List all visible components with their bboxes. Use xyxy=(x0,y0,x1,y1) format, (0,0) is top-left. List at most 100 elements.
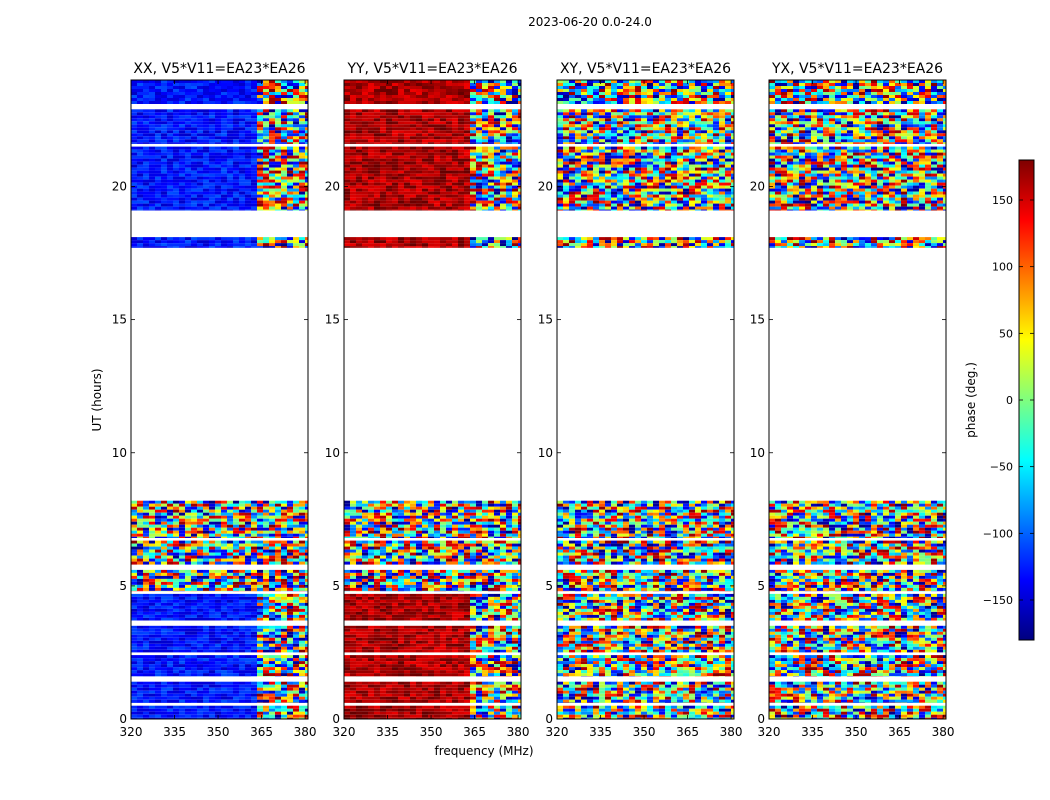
x-tick-label: 335 xyxy=(376,725,399,739)
data-block xyxy=(557,625,734,653)
panel-2: YY, V5*V11=EA23*EA26 320 335 350 365 380 0 5 10 1… xyxy=(325,61,530,739)
colorbar-tick-label: −100 xyxy=(983,527,1013,540)
data-block xyxy=(769,237,946,248)
x-tick-label: 320 xyxy=(333,725,356,739)
data-block xyxy=(557,655,734,677)
data-block xyxy=(131,80,308,104)
x-tick-label: 380 xyxy=(294,725,317,739)
data-block xyxy=(769,655,946,677)
y-tick-label: 20 xyxy=(112,180,127,194)
x-tick-label: 350 xyxy=(207,725,230,739)
y-tick-label: 15 xyxy=(750,313,765,327)
data-block xyxy=(131,705,308,719)
x-tick-label: 320 xyxy=(758,725,781,739)
data-block xyxy=(344,109,521,144)
data-block xyxy=(769,146,946,211)
data-block xyxy=(557,540,734,565)
x-tick-label: 350 xyxy=(845,725,868,739)
y-tick-label: 15 xyxy=(325,313,340,327)
panel-title: XX, V5*V11=EA23*EA26 xyxy=(133,61,305,77)
data-block xyxy=(557,80,734,104)
y-axis-label: UT (hours) xyxy=(90,368,104,431)
phase-image xyxy=(769,80,946,719)
data-block xyxy=(769,705,946,719)
data-block xyxy=(769,109,946,144)
panel-4: YX, V5*V11=EA23*EA26 320 335 350 365 380 0 5 10 1… xyxy=(750,61,955,739)
data-block xyxy=(557,146,734,211)
phase-image xyxy=(557,80,734,719)
plot-frame xyxy=(343,79,522,720)
plot-frame xyxy=(130,79,309,720)
data-block xyxy=(344,146,521,211)
data-block xyxy=(557,109,734,144)
data-block xyxy=(344,569,521,592)
panel-title: YX, V5*V11=EA23*EA26 xyxy=(771,61,943,77)
x-tick-label: 320 xyxy=(120,725,143,739)
y-tick-label: 10 xyxy=(112,446,127,460)
data-block xyxy=(131,540,308,565)
data-block xyxy=(131,593,308,621)
colorbar-tick-label: 100 xyxy=(992,261,1013,274)
y-tick-label: 0 xyxy=(757,712,765,726)
data-block xyxy=(344,625,521,653)
x-tick-label: 350 xyxy=(633,725,656,739)
data-block xyxy=(557,500,734,538)
data-block xyxy=(769,593,946,621)
data-block xyxy=(344,540,521,565)
colorbar-tick-label: 150 xyxy=(992,194,1013,207)
data-block xyxy=(557,569,734,592)
x-tick-label: 335 xyxy=(801,725,824,739)
phase-image xyxy=(344,80,521,719)
y-tick-label: 5 xyxy=(332,579,340,593)
panels-group: XX, V5*V11=EA23*EA26 320 335 350 365 380 0 5 10 1… xyxy=(112,61,955,739)
phase-image xyxy=(131,80,308,719)
data-block xyxy=(557,681,734,703)
panel-1: XX, V5*V11=EA23*EA26 320 335 350 365 380 0 5 10 1… xyxy=(112,61,317,739)
x-tick-label: 380 xyxy=(932,725,955,739)
y-tick-label: 20 xyxy=(538,180,553,194)
y-tick-label: 0 xyxy=(332,712,340,726)
colorbar-label: phase (deg.) xyxy=(964,362,978,438)
data-block xyxy=(344,237,521,248)
y-tick-label: 20 xyxy=(750,180,765,194)
y-tick-label: 5 xyxy=(545,579,553,593)
x-tick-label: 365 xyxy=(888,725,911,739)
x-axis-label: frequency (MHz) xyxy=(434,744,533,758)
data-block xyxy=(344,593,521,621)
data-block xyxy=(131,109,308,144)
figure-title: 2023-06-20 0.0-24.0 xyxy=(528,15,652,29)
data-block xyxy=(769,500,946,538)
x-tick-label: 380 xyxy=(720,725,743,739)
data-block xyxy=(131,681,308,703)
colorbar-tick-label: −50 xyxy=(990,461,1013,474)
y-tick-label: 5 xyxy=(757,579,765,593)
y-tick-label: 10 xyxy=(325,446,340,460)
data-block xyxy=(131,655,308,677)
y-tick-label: 15 xyxy=(112,313,127,327)
y-tick-label: 20 xyxy=(325,180,340,194)
y-tick-label: 0 xyxy=(119,712,127,726)
panel-3: XY, V5*V11=EA23*EA26 320 335 350 365 380 0 5 10 1… xyxy=(538,61,743,739)
x-tick-label: 365 xyxy=(676,725,699,739)
data-block xyxy=(769,681,946,703)
data-block xyxy=(344,681,521,703)
data-block xyxy=(131,237,308,248)
colorbar-tick-label: −150 xyxy=(983,594,1013,607)
y-tick-label: 10 xyxy=(538,446,553,460)
data-block xyxy=(344,80,521,104)
plot-frame xyxy=(768,79,947,720)
colorbar-tick-label: 0 xyxy=(1006,394,1013,407)
x-tick-label: 365 xyxy=(463,725,486,739)
y-tick-label: 5 xyxy=(119,579,127,593)
y-tick-label: 0 xyxy=(545,712,553,726)
plot-frame xyxy=(556,79,735,720)
y-tick-label: 10 xyxy=(750,446,765,460)
data-block xyxy=(344,655,521,677)
data-block xyxy=(769,80,946,104)
y-tick-label: 15 xyxy=(538,313,553,327)
x-tick-label: 320 xyxy=(546,725,569,739)
data-block xyxy=(557,705,734,719)
x-tick-label: 380 xyxy=(507,725,530,739)
x-tick-label: 335 xyxy=(163,725,186,739)
